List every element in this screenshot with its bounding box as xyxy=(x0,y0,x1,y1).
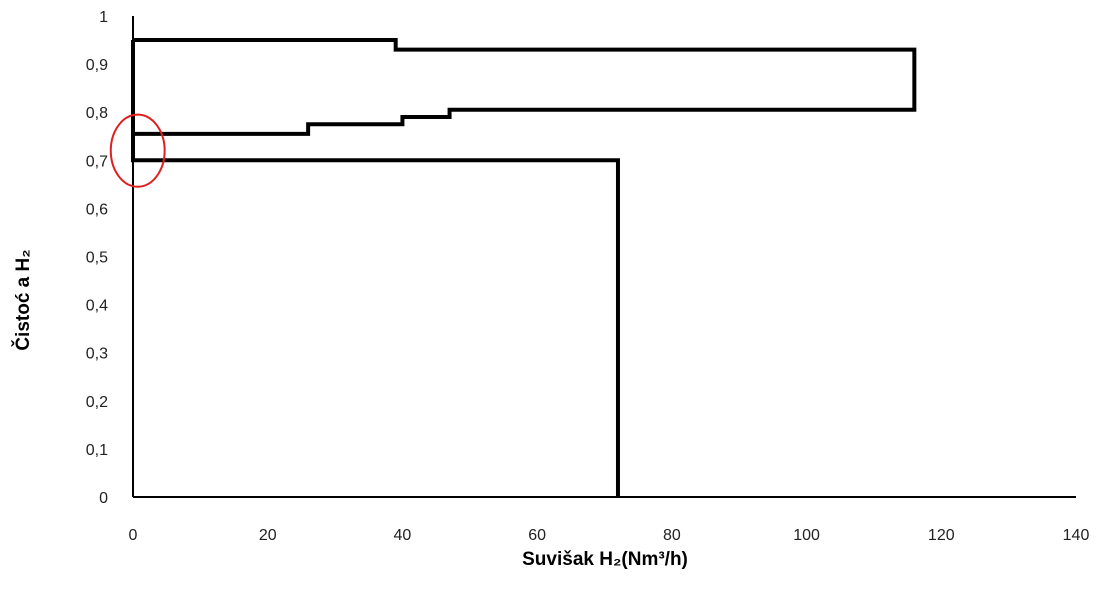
x-tick-label: 40 xyxy=(394,527,412,544)
x-tick-label: 80 xyxy=(663,527,681,544)
x-tick-label: 60 xyxy=(528,527,546,544)
y-tick-label: 0,6 xyxy=(86,201,108,218)
x-tick-label: 120 xyxy=(928,527,955,544)
y-tick-label: 0,2 xyxy=(86,394,108,411)
y-axis-title: Čistoć a H₂ xyxy=(12,249,34,350)
y-tick-label: 0,5 xyxy=(86,250,108,267)
x-tick-label: 140 xyxy=(1063,527,1090,544)
y-tick-label: 0 xyxy=(99,490,108,507)
x-axis-title: Suvišak H₂(Nm³/h) xyxy=(522,549,688,570)
x-tick-label: 0 xyxy=(129,527,138,544)
series-line-2 xyxy=(131,133,620,497)
y-tick-label: 0,1 xyxy=(86,442,108,459)
series-line-1 xyxy=(131,38,917,136)
y-tick-label: 0,4 xyxy=(86,298,108,315)
y-tick-label: 0,9 xyxy=(86,57,108,74)
x-tick-labels: 0 20 40 60 80 100 120 140 xyxy=(129,527,1090,544)
x-tick-label: 100 xyxy=(793,527,820,544)
annotation-layer xyxy=(109,113,166,188)
y-tick-label: 0,7 xyxy=(86,153,108,170)
series-layer xyxy=(131,38,917,497)
x-tick-label: 20 xyxy=(259,527,277,544)
y-tick-label: 0,3 xyxy=(86,346,108,363)
highlight-ellipse xyxy=(109,113,166,188)
y-tick-label: 1 xyxy=(99,9,108,26)
y-tick-label: 0,8 xyxy=(86,105,108,122)
y-tick-labels: 0 0,1 0,2 0,3 0,4 0,5 0,6 0,7 0,8 0,9 1 xyxy=(86,9,108,507)
